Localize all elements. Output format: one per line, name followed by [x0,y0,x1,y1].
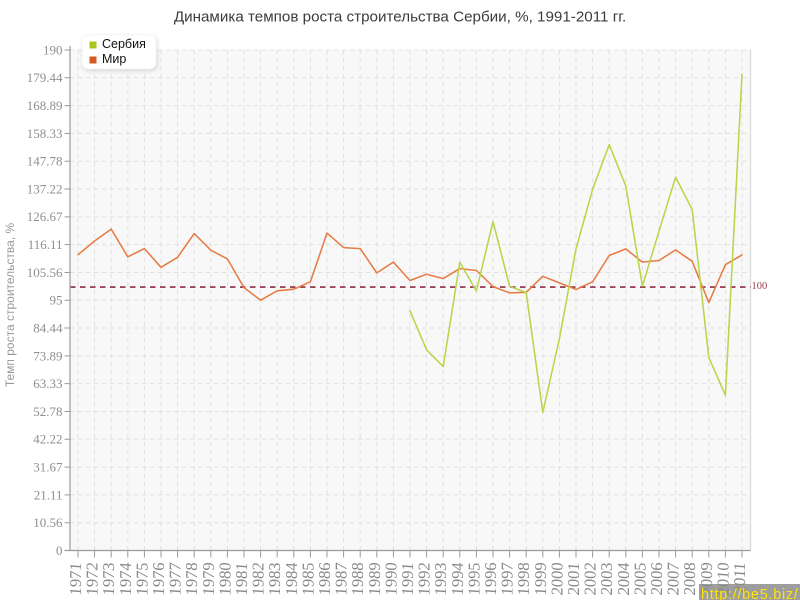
svg-text:1998: 1998 [514,561,533,597]
svg-text:31.67: 31.67 [33,460,63,475]
svg-text:1982: 1982 [249,562,268,597]
svg-text:147.78: 147.78 [27,154,63,169]
svg-text:116.11: 116.11 [28,237,63,252]
svg-text:2005: 2005 [630,562,649,597]
svg-text:2003: 2003 [597,562,616,597]
svg-text:52.78: 52.78 [33,404,62,419]
svg-text:1971: 1971 [66,562,85,597]
svg-text:1991: 1991 [398,562,417,597]
svg-text:1983: 1983 [265,562,284,597]
svg-text:2009: 2009 [697,562,716,597]
svg-text:100: 100 [752,281,768,292]
svg-text:0: 0 [56,543,63,558]
svg-text:95: 95 [50,293,63,308]
svg-text:1980: 1980 [215,561,234,597]
svg-text:1988: 1988 [348,561,367,597]
svg-text:105.56: 105.56 [27,265,63,280]
svg-text:1977: 1977 [166,561,185,597]
svg-text:2000: 2000 [547,561,566,597]
svg-text:1979: 1979 [199,562,218,597]
svg-text:1990: 1990 [381,561,400,597]
svg-text:1995: 1995 [464,562,483,597]
svg-text:1974: 1974 [116,562,135,597]
svg-text:Темп роста строительства, %: Темп роста строительства, % [3,223,17,388]
svg-text:1985: 1985 [298,562,317,597]
svg-text:84.44: 84.44 [33,321,63,336]
svg-text:2010: 2010 [713,561,732,597]
svg-text:1997: 1997 [498,561,517,597]
svg-text:2008: 2008 [680,561,699,597]
svg-text:1993: 1993 [431,562,450,597]
svg-text:http://be5.biz/: http://be5.biz/ [701,587,799,600]
svg-text:1978: 1978 [182,561,201,597]
svg-text:179.44: 179.44 [27,70,63,85]
svg-text:1975: 1975 [132,562,151,597]
svg-text:126.67: 126.67 [27,209,63,224]
svg-text:2002: 2002 [581,562,600,597]
svg-text:1976: 1976 [149,561,168,597]
svg-text:2001: 2001 [564,562,583,597]
svg-text:Динамика темпов роста строител: Динамика темпов роста строительства Серб… [174,9,626,26]
svg-text:1999: 1999 [531,562,550,597]
svg-text:1996: 1996 [481,561,500,597]
svg-text:Сербия: Сербия [102,37,146,51]
svg-text:73.89: 73.89 [33,348,62,363]
svg-text:168.89: 168.89 [27,98,63,113]
svg-text:1989: 1989 [365,562,384,597]
svg-text:1973: 1973 [99,562,118,597]
svg-text:10.56: 10.56 [33,515,63,530]
svg-text:158.33: 158.33 [27,126,63,141]
svg-text:1972: 1972 [83,562,102,597]
svg-text:21.11: 21.11 [34,487,63,502]
svg-text:1981: 1981 [232,562,251,597]
svg-text:2006: 2006 [647,561,666,597]
svg-text:2007: 2007 [664,561,683,597]
svg-text:1986: 1986 [315,561,334,597]
svg-text:2004: 2004 [614,562,633,597]
svg-text:137.22: 137.22 [27,181,63,196]
svg-text:1992: 1992 [415,562,434,597]
svg-text:63.33: 63.33 [33,376,62,391]
svg-text:2011: 2011 [730,562,749,596]
svg-text:1984: 1984 [282,562,301,597]
svg-text:1987: 1987 [332,561,351,597]
svg-text:42.22: 42.22 [33,432,62,447]
svg-text:Мир: Мир [102,52,126,66]
svg-text:190: 190 [43,42,63,57]
svg-text:1994: 1994 [448,562,467,597]
